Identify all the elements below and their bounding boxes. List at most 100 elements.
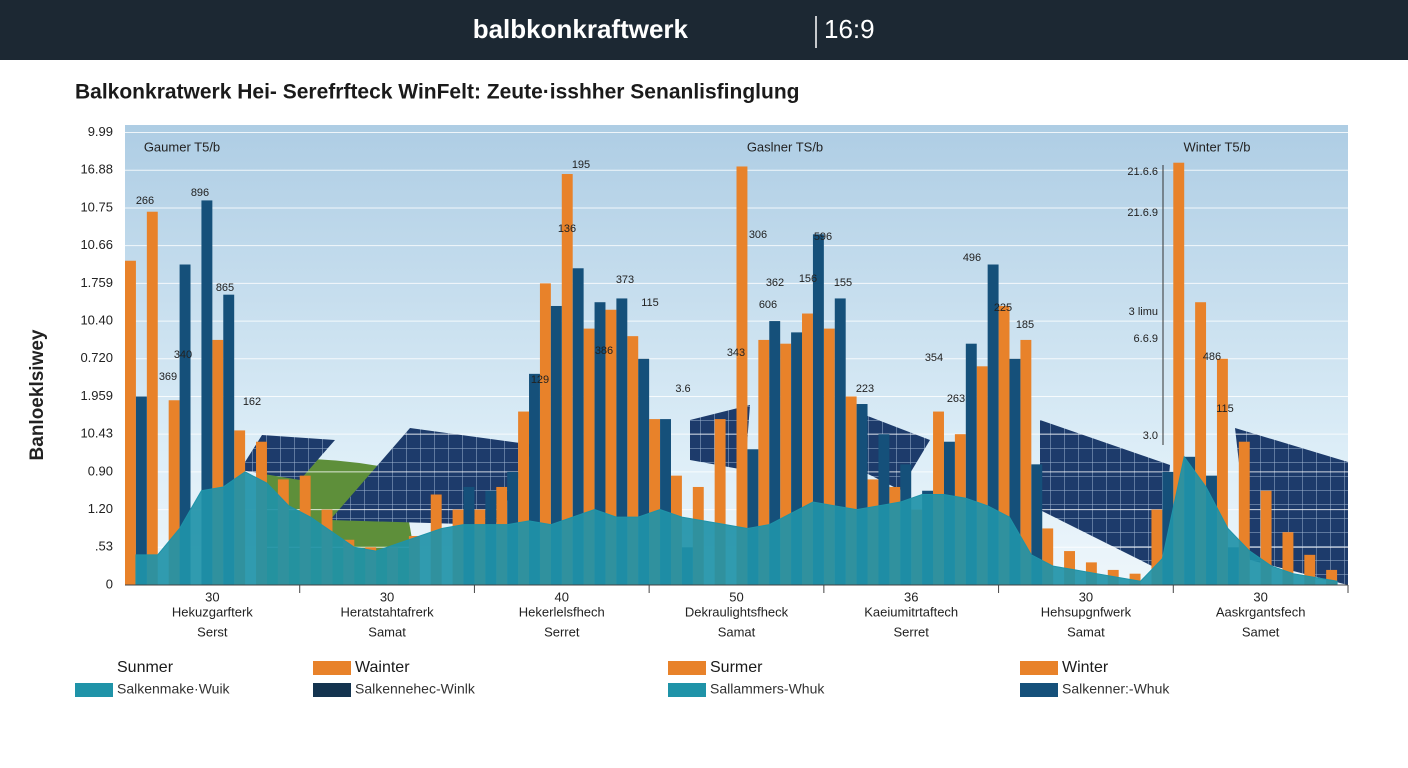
annotation: 386 (595, 345, 613, 357)
annotation: 596 (814, 231, 832, 243)
annotation: 496 (963, 252, 981, 264)
bar (201, 200, 213, 585)
bar (1042, 528, 1054, 585)
x-group-sublabel: Serret (544, 624, 580, 639)
annotation: 195 (572, 159, 590, 171)
x-group-sublabel: Samat (368, 624, 406, 639)
legend-label: Salkenner:-Whuk (1062, 681, 1170, 697)
bar (802, 313, 813, 585)
bar (1216, 358, 1228, 585)
inner-axis-label: 21.6.6 (1127, 166, 1158, 178)
annotation: 340 (174, 349, 192, 361)
y-tick-label: 10.40 (80, 313, 113, 328)
bar (168, 400, 180, 585)
x-tick-label: 30 (380, 589, 394, 604)
bar (812, 234, 824, 585)
x-group-label: Heratstahtafrerk (340, 604, 434, 619)
bar (135, 396, 147, 585)
bar (987, 264, 999, 585)
x-tick-label: 30 (1253, 589, 1267, 604)
y-tick-label: 0.720 (80, 350, 113, 365)
x-group-label: Hekerlelsfhech (519, 604, 605, 619)
y-tick-label: 10.66 (80, 237, 113, 252)
annotation: 486 (1203, 351, 1221, 363)
bar (550, 305, 562, 585)
bar (856, 404, 868, 585)
header-bar (0, 0, 1408, 60)
header-ratio: 16:9 (824, 14, 875, 44)
x-group-sublabel: Serst (197, 624, 228, 639)
annotation: 362 (766, 277, 784, 289)
bar (780, 343, 792, 585)
bar (845, 396, 857, 585)
bar (1173, 162, 1185, 585)
bar (660, 419, 671, 585)
annotation: 3.6 (675, 383, 690, 395)
y-tick-label: 0.90 (88, 463, 113, 478)
annotation: 306 (749, 229, 767, 241)
solar-panel (1040, 420, 1170, 570)
solar-panel (330, 428, 535, 525)
bar (1326, 569, 1338, 585)
legend-swatch (668, 683, 706, 697)
bar (1162, 471, 1174, 585)
x-tick-label: 40 (555, 589, 569, 604)
bar (529, 373, 540, 585)
annotation: 225 (994, 302, 1012, 314)
bar (769, 321, 781, 585)
inner-axis-label: 21.6.9 (1127, 207, 1158, 219)
x-group-label: Hekuzgarfterk (172, 604, 253, 619)
legend: Sunmer Wainter Surmer Winter Salkenmake·Wuik… (75, 659, 1170, 697)
legend-label: Sallammers-Whuk (710, 681, 825, 697)
annotation: 155 (834, 277, 852, 289)
x-group-label: Kaeiumitrtaftech (864, 604, 958, 619)
annotation: 266 (136, 195, 154, 207)
panel-label: Winter T5/b (1184, 139, 1251, 154)
legend-swatch (1020, 661, 1058, 675)
x-group-label: Dekraulightsfheck (685, 604, 789, 619)
bar (1009, 358, 1021, 585)
bar (965, 343, 977, 585)
panel-label: Gaumer T5/b (144, 139, 220, 154)
annotation: 606 (759, 299, 777, 311)
bar (1020, 339, 1032, 585)
annotation: 896 (191, 187, 209, 199)
labels: 0 .53 1.20 0.90 10.43 1.959 0.720 10.40 1.759 10.… (80, 124, 1349, 639)
legend-label: Surmer (710, 659, 763, 676)
x-tick-label: 30 (1079, 589, 1093, 604)
bar (1129, 573, 1141, 585)
y-axis-label: Banloeklsiwey (27, 329, 48, 460)
annotation: 343 (727, 347, 745, 359)
annotation: 115 (641, 297, 659, 309)
bar (627, 336, 639, 585)
annotation: 263 (947, 393, 965, 405)
x-group-label: Aaskrgantsfech (1216, 604, 1306, 619)
bar (758, 339, 770, 585)
bar (605, 309, 617, 585)
bar (1304, 554, 1316, 585)
annotation: 373 (616, 274, 634, 286)
x-tick-label: 30 (205, 589, 219, 604)
y-tick-label: 16.88 (80, 162, 113, 177)
bar (594, 302, 606, 585)
bar (976, 366, 988, 585)
bar (179, 264, 191, 585)
bar (1064, 551, 1076, 585)
legend-label: Winter (1062, 659, 1109, 676)
x-tick-label: 36 (904, 589, 918, 604)
bar (616, 298, 628, 585)
legend-swatch (75, 683, 113, 697)
bar (518, 411, 530, 585)
bar (572, 268, 584, 585)
y-tick-label: .53 (95, 539, 113, 554)
bar (1238, 441, 1250, 585)
x-group-sublabel: Samat (1067, 624, 1105, 639)
bar (583, 328, 595, 585)
annotation: 136 (558, 223, 576, 235)
legend-swatch (1020, 683, 1058, 697)
annotation: 369 (159, 371, 177, 383)
annotation: 156 (799, 273, 817, 285)
bar (736, 166, 748, 585)
bar (834, 298, 846, 585)
